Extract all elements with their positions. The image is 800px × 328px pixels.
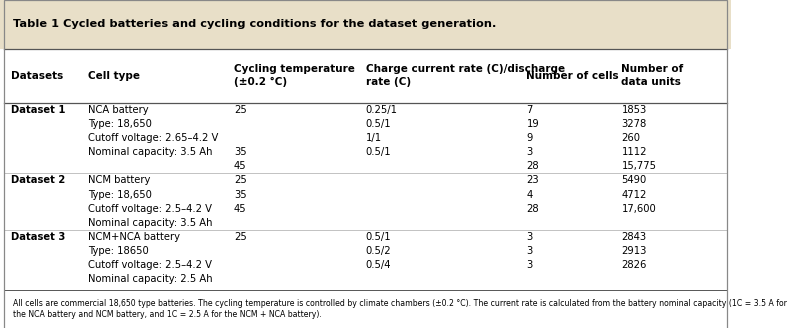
Text: 2826: 2826 <box>622 260 647 270</box>
Text: Cutoff voltage: 2.5–4.2 V: Cutoff voltage: 2.5–4.2 V <box>88 260 212 270</box>
Text: 1/1: 1/1 <box>366 133 382 143</box>
Text: Type: 18,650: Type: 18,650 <box>88 190 152 199</box>
Text: Cutoff voltage: 2.65–4.2 V: Cutoff voltage: 2.65–4.2 V <box>88 133 218 143</box>
Text: 2913: 2913 <box>622 246 647 256</box>
Text: NCM battery: NCM battery <box>88 175 150 185</box>
Text: 5490: 5490 <box>622 175 646 185</box>
Text: All cells are commercial 18,650 type batteries. The cycling temperature is contr: All cells are commercial 18,650 type bat… <box>13 299 787 319</box>
Text: 3: 3 <box>526 260 533 270</box>
Text: 1112: 1112 <box>622 147 647 157</box>
Text: Table 1 Cycled batteries and cycling conditions for the dataset generation.: Table 1 Cycled batteries and cycling con… <box>13 19 497 29</box>
Text: 15,775: 15,775 <box>622 161 657 171</box>
Bar <box>0 0 731 49</box>
Text: Number of cells: Number of cells <box>526 71 619 81</box>
Text: Cell type: Cell type <box>88 71 140 81</box>
Text: 0.25/1: 0.25/1 <box>366 105 398 115</box>
Text: 1853: 1853 <box>622 105 646 115</box>
Text: 3: 3 <box>526 246 533 256</box>
Text: 0.5/1: 0.5/1 <box>366 119 391 129</box>
Text: Dataset 2: Dataset 2 <box>11 175 66 185</box>
Text: 45: 45 <box>234 161 246 171</box>
Text: 28: 28 <box>526 204 539 214</box>
Text: 17,600: 17,600 <box>622 204 656 214</box>
Text: Datasets: Datasets <box>11 71 63 81</box>
Text: 0.5/1: 0.5/1 <box>366 147 391 157</box>
Text: 25: 25 <box>234 105 246 115</box>
Text: 35: 35 <box>234 190 246 199</box>
Text: 0.5/1: 0.5/1 <box>366 232 391 242</box>
Text: Cutoff voltage: 2.5–4.2 V: Cutoff voltage: 2.5–4.2 V <box>88 204 212 214</box>
Text: 260: 260 <box>622 133 641 143</box>
Text: 3: 3 <box>526 232 533 242</box>
Text: NCM+NCA battery: NCM+NCA battery <box>88 232 180 242</box>
Text: Nominal capacity: 2.5 Ah: Nominal capacity: 2.5 Ah <box>88 274 212 284</box>
Text: 25: 25 <box>234 232 246 242</box>
Text: 0.5/4: 0.5/4 <box>366 260 391 270</box>
Text: 3: 3 <box>526 147 533 157</box>
Text: 0.5/2: 0.5/2 <box>366 246 391 256</box>
Text: 35: 35 <box>234 147 246 157</box>
Text: Nominal capacity: 3.5 Ah: Nominal capacity: 3.5 Ah <box>88 218 212 228</box>
Text: Number of
data units: Number of data units <box>622 64 684 87</box>
Text: 25: 25 <box>234 175 246 185</box>
Text: 19: 19 <box>526 119 539 129</box>
Text: 23: 23 <box>526 175 539 185</box>
Text: 3278: 3278 <box>622 119 646 129</box>
Text: Nominal capacity: 3.5 Ah: Nominal capacity: 3.5 Ah <box>88 147 212 157</box>
Text: NCA battery: NCA battery <box>88 105 148 115</box>
Text: 45: 45 <box>234 204 246 214</box>
Text: Type: 18650: Type: 18650 <box>88 246 149 256</box>
Text: 9: 9 <box>526 133 533 143</box>
Text: Dataset 1: Dataset 1 <box>11 105 66 115</box>
Text: Type: 18,650: Type: 18,650 <box>88 119 152 129</box>
Text: 4: 4 <box>526 190 533 199</box>
Text: 7: 7 <box>526 105 533 115</box>
Text: 4712: 4712 <box>622 190 647 199</box>
Text: 2843: 2843 <box>622 232 646 242</box>
Text: Charge current rate (C)/discharge
rate (C): Charge current rate (C)/discharge rate (… <box>366 64 565 87</box>
Text: Cycling temperature
(±0.2 °C): Cycling temperature (±0.2 °C) <box>234 64 355 87</box>
Text: Dataset 3: Dataset 3 <box>11 232 66 242</box>
Text: 28: 28 <box>526 161 539 171</box>
